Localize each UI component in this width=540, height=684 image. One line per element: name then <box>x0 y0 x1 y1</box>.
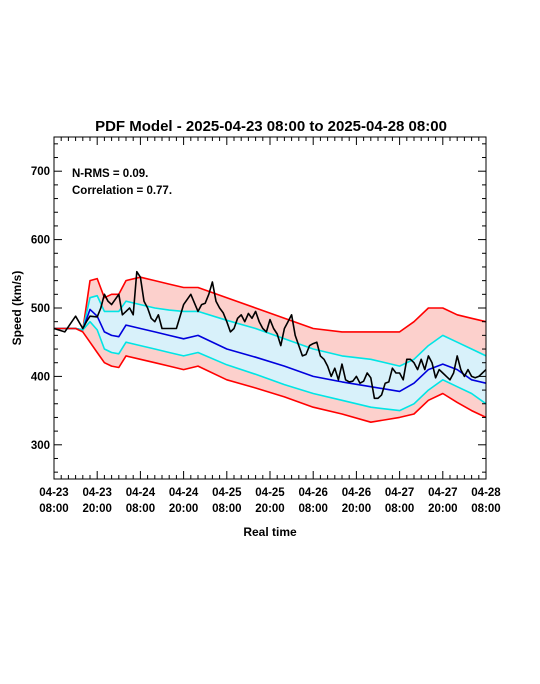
chart-title: PDF Model - 2025-04-23 08:00 to 2025-04-… <box>95 118 447 135</box>
x-tick-label-date: 04-23 <box>82 487 111 499</box>
x-tick-label-time: 08:00 <box>126 503 155 515</box>
y-axis-label: Speed (km/s) <box>10 271 24 346</box>
series-line-2 <box>54 308 487 393</box>
x-tick-label-time: 08:00 <box>212 503 241 515</box>
plot-area <box>53 270 487 424</box>
x-tick-label-date: 04-25 <box>212 487 242 499</box>
x-tick-label-time: 08:00 <box>39 503 68 515</box>
x-tick-label-date: 04-27 <box>428 487 457 499</box>
y-tick-label: 700 <box>31 166 50 178</box>
observed-line <box>53 270 487 400</box>
series-line-1 <box>54 294 487 367</box>
y-tick-label: 400 <box>31 371 50 383</box>
x-tick-label-time: 08:00 <box>298 503 327 515</box>
x-tick-label-time: 20:00 <box>82 503 111 515</box>
x-tick-label-date: 04-28 <box>471 487 501 499</box>
nrms-annotation: N-RMS = 0.09. <box>72 168 148 180</box>
band-1 <box>54 295 486 411</box>
x-tick-label-date: 04-24 <box>126 487 156 499</box>
correlation-annotation: Correlation = 0.77. <box>72 185 172 197</box>
series-line-0 <box>54 276 487 333</box>
x-tick-label-time: 08:00 <box>471 503 500 515</box>
x-tick-label-date: 04-23 <box>39 487 68 499</box>
y-tick-label: 600 <box>31 235 50 247</box>
series-line-4 <box>54 327 487 424</box>
axes: 300 400 500 600 700 04-23 08:00 04-23 20:00 04-24… <box>31 137 501 515</box>
x-tick-label-time: 20:00 <box>342 503 371 515</box>
x-tick-label-date: 04-27 <box>385 487 414 499</box>
x-tick-label-time: 20:00 <box>255 503 284 515</box>
x-tick-label-date: 04-26 <box>298 487 327 499</box>
x-tick-label-date: 04-25 <box>255 487 285 499</box>
x-tick-label-time: 20:00 <box>428 503 457 515</box>
x-axis-label: Real time <box>243 525 297 539</box>
x-tick-label-date: 04-24 <box>169 487 199 499</box>
x-tick-label-date: 04-26 <box>342 487 371 499</box>
x-tick-label-time: 08:00 <box>385 503 414 515</box>
x-tick-label-time: 20:00 <box>169 503 198 515</box>
series-line-3 <box>54 320 487 412</box>
y-tick-label: 500 <box>31 303 50 315</box>
y-tick-label: 300 <box>31 440 50 452</box>
